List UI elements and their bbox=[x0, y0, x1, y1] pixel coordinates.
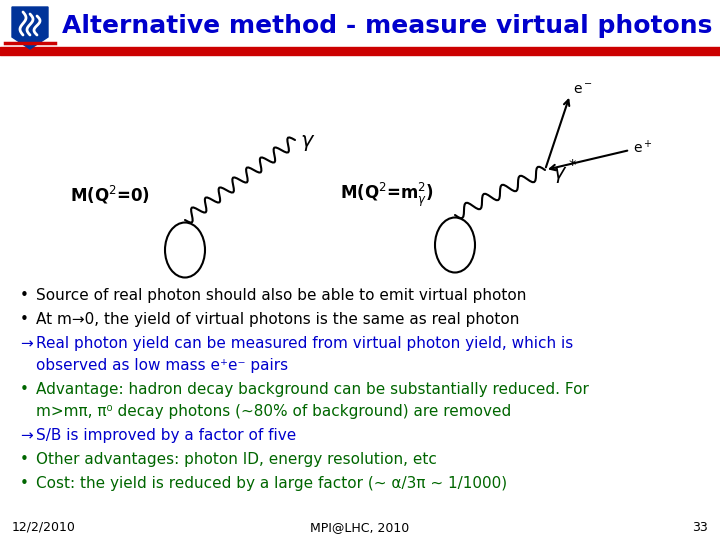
Text: $\gamma$: $\gamma$ bbox=[300, 133, 315, 153]
Text: •: • bbox=[20, 288, 29, 303]
Text: observed as low mass e⁺e⁻ pairs: observed as low mass e⁺e⁻ pairs bbox=[36, 358, 288, 373]
Text: S/B is improved by a factor of five: S/B is improved by a factor of five bbox=[36, 428, 296, 443]
Text: e$^-$: e$^-$ bbox=[573, 83, 593, 97]
Text: 33: 33 bbox=[692, 521, 708, 534]
Text: e$^+$: e$^+$ bbox=[633, 139, 652, 157]
Text: •: • bbox=[20, 476, 29, 491]
Text: •: • bbox=[20, 312, 29, 327]
Text: M(Q$^2$=m$^2_\gamma$): M(Q$^2$=m$^2_\gamma$) bbox=[340, 181, 434, 209]
Text: Real photon yield can be measured from virtual photon yield, which is: Real photon yield can be measured from v… bbox=[36, 336, 573, 351]
Text: Alternative method - measure virtual photons: Alternative method - measure virtual pho… bbox=[62, 14, 712, 38]
Text: At m→0, the yield of virtual photons is the same as real photon: At m→0, the yield of virtual photons is … bbox=[36, 312, 519, 327]
Text: $\gamma^*$: $\gamma^*$ bbox=[552, 157, 577, 187]
Text: m>mπ, π⁰ decay photons (~80% of background) are removed: m>mπ, π⁰ decay photons (~80% of backgrou… bbox=[36, 404, 511, 419]
Text: Advantage: hadron decay background can be substantially reduced. For: Advantage: hadron decay background can b… bbox=[36, 382, 589, 397]
Text: →: → bbox=[20, 428, 32, 443]
Text: 12/2/2010: 12/2/2010 bbox=[12, 521, 76, 534]
Text: Cost: the yield is reduced by a large factor (~ α/3π ~ 1/1000): Cost: the yield is reduced by a large fa… bbox=[36, 476, 507, 491]
Text: •: • bbox=[20, 452, 29, 467]
Text: •: • bbox=[20, 382, 29, 397]
Text: MPI@LHC, 2010: MPI@LHC, 2010 bbox=[310, 521, 410, 534]
Text: Other advantages: photon ID, energy resolution, etc: Other advantages: photon ID, energy reso… bbox=[36, 452, 437, 467]
Text: →: → bbox=[20, 336, 32, 351]
Text: M(Q$^2$=0): M(Q$^2$=0) bbox=[70, 184, 150, 206]
Text: Source of real photon should also be able to emit virtual photon: Source of real photon should also be abl… bbox=[36, 288, 526, 303]
Polygon shape bbox=[12, 7, 48, 49]
